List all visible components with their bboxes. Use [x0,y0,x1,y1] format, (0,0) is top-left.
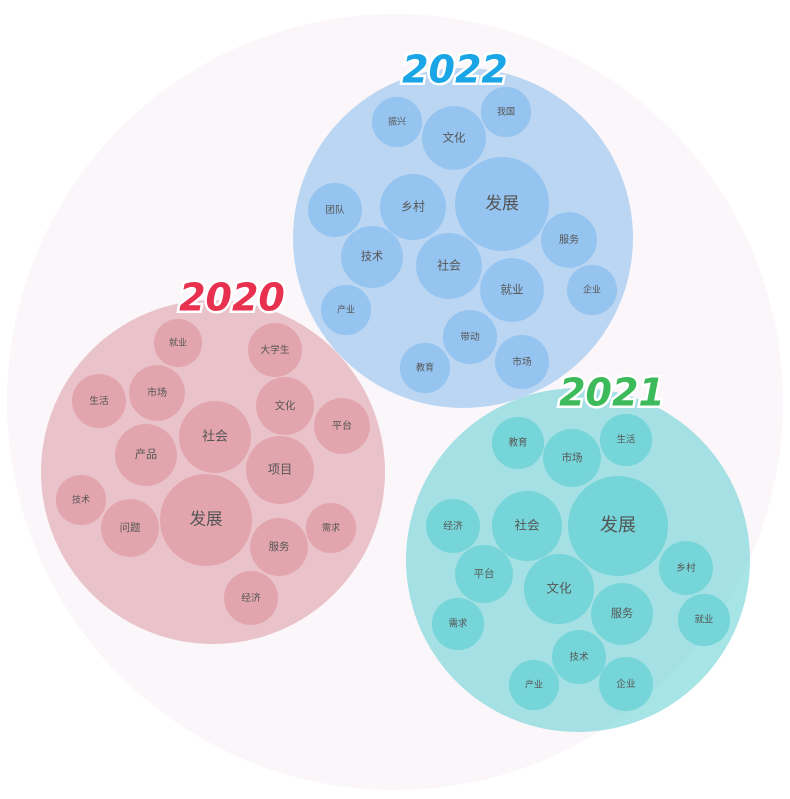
bubble [371,96,423,148]
bubble-label: 企业 [616,677,636,690]
bubble [101,499,159,557]
bubble-label: 就业 [169,337,187,349]
bubble-label: 发展 [189,510,222,529]
bubble [115,424,177,486]
bubble-label: 乡村 [401,200,425,214]
group-title: 2020 [179,276,285,320]
bubble-label: 社会 [437,259,461,273]
bubble [480,258,544,322]
bubble-label: 市场 [147,386,167,399]
bubble [455,545,513,603]
bubble [568,476,668,576]
bubble [551,629,607,685]
group-title: 2022 [402,48,508,92]
bubble [541,212,597,268]
bubble [599,413,653,467]
bubble [543,429,601,487]
bubble-label: 就业 [695,614,714,626]
bubble-label: 发展 [600,515,636,536]
bubble [129,365,185,421]
bubble-label: 发展 [485,193,519,213]
bubble-label: 服务 [611,607,633,620]
bubble [422,106,486,170]
bubble-label: 文化 [443,131,466,145]
bubble-label: 乡村 [676,561,696,574]
bubble-label: 产业 [525,679,543,691]
bubble-label: 技术 [569,650,589,663]
bubble [454,156,550,252]
bubble-label: 社会 [514,518,540,533]
bubble-label: 教育 [416,362,434,374]
bubble-label: 我国 [497,107,515,118]
bubble-label: 大学生 [260,343,289,356]
bubble [523,553,595,625]
bubble-label: 市场 [562,451,583,464]
bubble-label: 问题 [120,521,141,534]
bubble [442,309,498,365]
bubble-label: 平台 [474,567,495,580]
bubble-label: 团队 [325,203,345,216]
bubble-label: 技术 [361,250,383,263]
bubble [159,473,253,567]
bubble-label: 带动 [460,331,480,343]
bubble [494,334,550,390]
bubble [508,659,560,711]
bubble [491,416,545,470]
bubble-label: 服务 [269,540,290,553]
bubble [566,264,618,316]
bubble [314,398,370,454]
bubble-label: 企业 [583,284,601,296]
bubble-label: 平台 [332,419,352,432]
bubble-label: 服务 [559,233,579,246]
bubble-label: 生活 [617,434,636,446]
bubble-label: 经济 [443,519,463,532]
bubble [598,656,654,712]
bubble-label: 技术 [72,494,90,506]
bubble [245,435,315,505]
bubble-label: 就业 [501,283,524,297]
bubble [399,342,451,394]
bubble [320,284,372,336]
bubble [591,583,653,645]
bubble-label: 社会 [202,429,228,445]
bubble-label: 经济 [241,591,261,604]
bubble [658,540,714,596]
bubble-label: 项目 [268,463,293,477]
bubble [305,502,357,554]
bubble-label: 文化 [546,581,572,596]
bubble-label: 振兴 [388,116,406,128]
bubble [256,377,314,435]
bubble-label: 需求 [449,618,468,630]
bubble [178,400,252,474]
bubble [250,518,308,576]
bubble [247,322,303,378]
bubble [677,593,731,647]
bubble-label: 生活 [89,394,109,407]
bubble [341,226,403,288]
group-title: 2021 [559,371,665,415]
bubble [425,498,481,554]
bubble-label: 产品 [135,447,157,461]
bubble-label: 教育 [509,437,528,449]
bubble-label: 市场 [512,355,532,368]
bubble-label: 产业 [337,304,355,316]
bubble [415,232,483,300]
bubble [71,373,127,429]
bubble [379,173,447,241]
bubble [153,318,203,368]
bubble [307,182,363,238]
bubble [480,86,532,138]
bubble [491,490,563,562]
bubble-label: 文化 [275,399,296,412]
bubble [223,570,279,626]
bubble [55,474,107,526]
bubble-label: 需求 [322,522,340,534]
bubble [431,597,485,651]
